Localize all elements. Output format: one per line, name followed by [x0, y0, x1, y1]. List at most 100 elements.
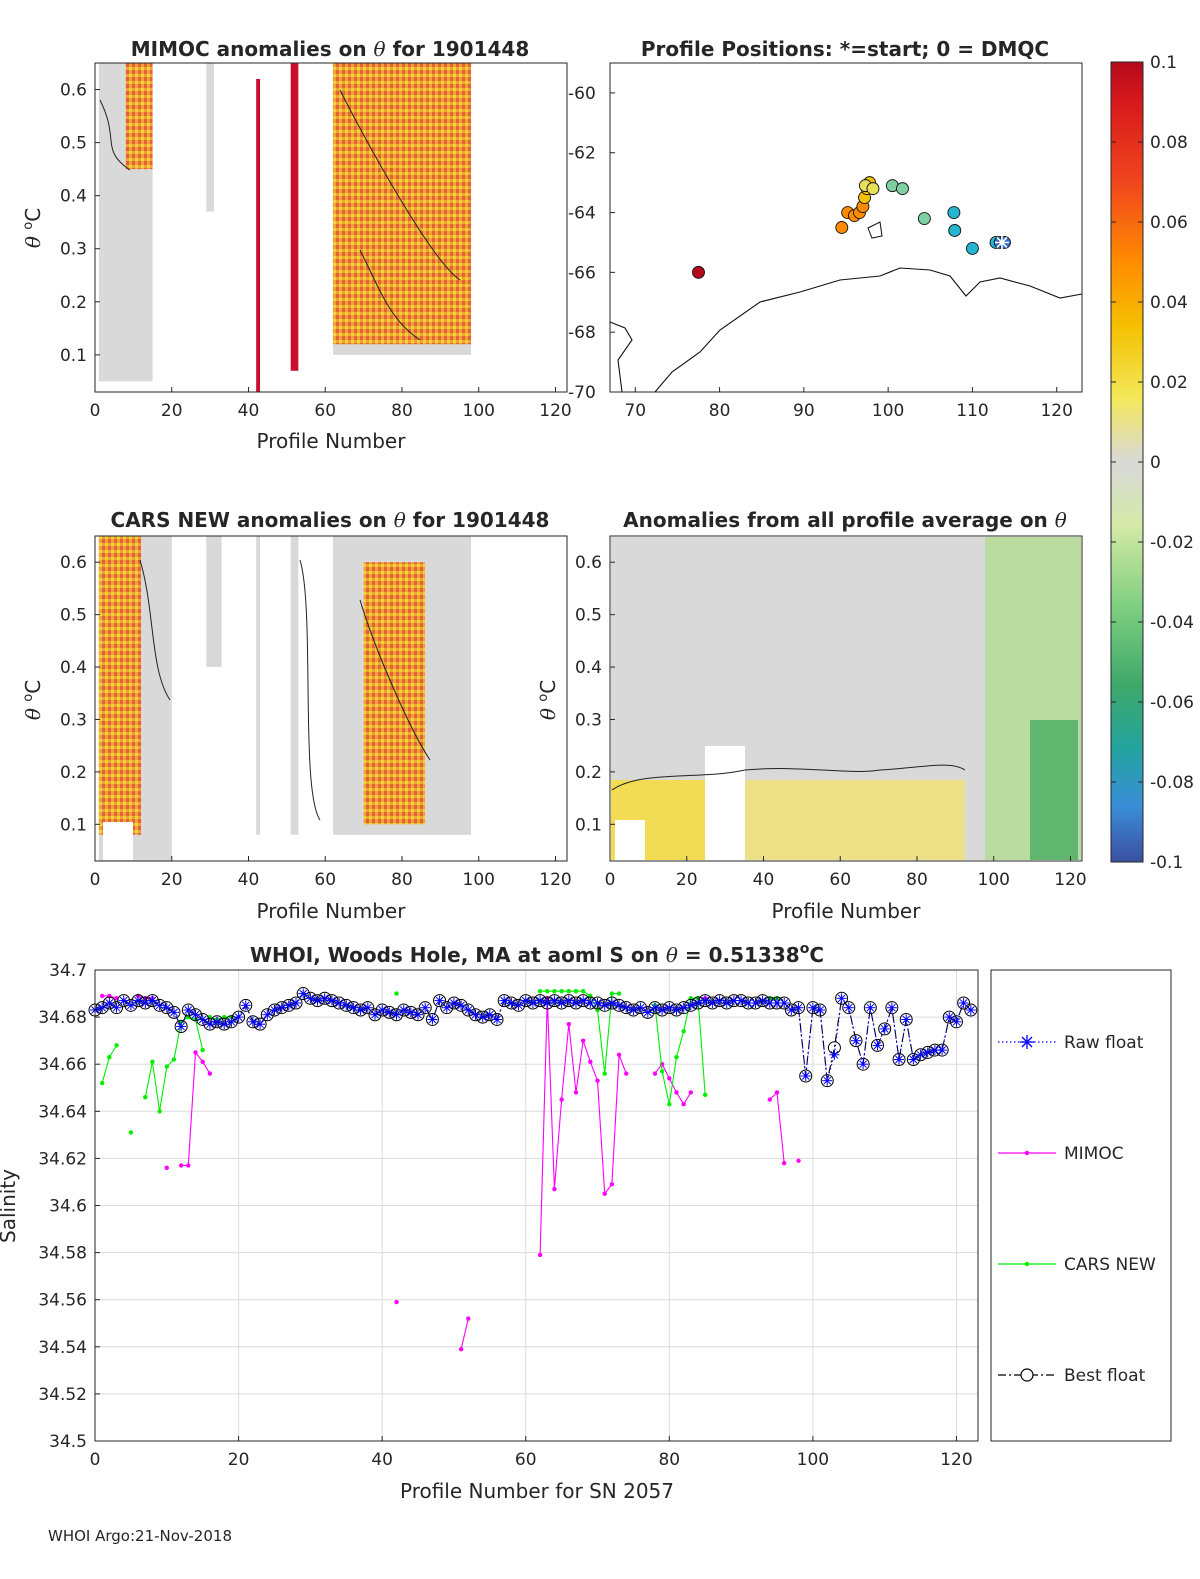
best-float-point	[232, 1010, 246, 1024]
raw-float-point	[592, 998, 603, 1008]
profile-average-warm-band	[745, 780, 965, 860]
raw-float-point-stroke	[902, 1015, 911, 1024]
cars-new-point	[394, 991, 399, 996]
raw-float-point	[535, 995, 546, 1006]
best-float-point	[892, 1052, 906, 1066]
salinity-ytick-label: 34.7	[49, 961, 87, 981]
legend-raw-float: Raw float	[998, 1033, 1144, 1053]
raw-float-point-stroke	[127, 1001, 135, 1010]
salinity-ytick-label: 34.62	[38, 1149, 87, 1169]
raw-float-point	[240, 1000, 251, 1011]
cars-ylabel: θ oC	[21, 680, 45, 720]
colorbar: 0.1 0.08 0.06 0.04 0.02 0 -0.02 -0.04 -0.06 -0.08…	[1110, 53, 1194, 873]
raw-float-point-stroke	[198, 1015, 207, 1024]
raw-float-point	[477, 1012, 488, 1023]
profile-position-marker	[692, 265, 705, 279]
cars-new-point	[143, 1094, 148, 1100]
best-float-point	[540, 996, 554, 1010]
salinity-ytick-label: 34.5	[49, 1432, 87, 1452]
cars-xtick-label: 0	[90, 870, 101, 890]
best-float-point	[899, 1012, 913, 1026]
best-float-point	[526, 996, 540, 1010]
raw-float-point-stroke	[342, 1001, 351, 1010]
best-float-point	[504, 996, 518, 1010]
raw-float-point	[219, 1019, 230, 1030]
legend-cars-label: CARS NEW	[1064, 1255, 1156, 1275]
best-float-point	[95, 1001, 109, 1015]
best-float-point	[239, 998, 253, 1012]
cars-ytick-label: 0.2	[60, 763, 87, 783]
legend-box	[990, 969, 1172, 1442]
best-float-point	[397, 1003, 411, 1017]
cars-gap-block	[103, 822, 133, 860]
best-float-point	[576, 994, 590, 1008]
raw-float-point-stroke	[744, 999, 753, 1007]
best-float-point	[382, 1005, 396, 1019]
raw-float-point	[384, 1007, 395, 1018]
raw-float-point-stroke	[385, 1008, 394, 1017]
salinity-xtick-label: 120	[940, 1450, 972, 1470]
best-float-point	[856, 1057, 870, 1071]
raw-float-point-stroke	[794, 1003, 803, 1012]
mimoc-xtick-label: 120	[539, 401, 571, 421]
salinity-ytick-label: 34.6	[49, 1197, 87, 1217]
raw-float-point	[865, 1002, 876, 1013]
profile-average-gap-block	[615, 820, 645, 860]
cars-xlabel: Profile Number	[257, 899, 407, 923]
best-float-point	[820, 1074, 834, 1088]
best-float-point	[418, 1001, 432, 1015]
raw-float-point	[700, 995, 711, 1006]
raw-float-point	[693, 998, 703, 1008]
raw-float-point	[190, 1009, 201, 1020]
raw-float-point	[736, 995, 747, 1006]
best-float-point	[253, 1017, 267, 1031]
raw-float-point	[657, 1005, 668, 1015]
raw-float-point	[499, 995, 510, 1006]
colorbar-tick-label: 0.02	[1150, 373, 1188, 393]
raw-float-point-stroke	[155, 1001, 164, 1010]
mimoc-xtick-label: 60	[314, 401, 336, 421]
profile-average-ytick-label: 0.4	[575, 658, 602, 678]
best-float-point	[167, 1005, 181, 1019]
best-float-point	[203, 1017, 217, 1031]
raw-float-point-stroke	[414, 1010, 422, 1019]
legend-raw-label: Raw float	[1064, 1033, 1144, 1053]
best-float-point	[267, 1003, 281, 1017]
profile-average-ytick-label: 0.1	[575, 815, 602, 835]
best-float-point	[720, 996, 734, 1010]
mimoc-point	[667, 1076, 672, 1081]
raw-float-point-stroke	[320, 994, 329, 1003]
best-float-point	[411, 1008, 425, 1022]
mimoc-axes-frame	[94, 62, 568, 393]
raw-float-point	[147, 995, 158, 1006]
colorbar-tick-label: 0.08	[1150, 133, 1188, 153]
best-float-point	[914, 1048, 928, 1062]
mimoc-ytick-label: 0.4	[60, 187, 87, 207]
salinity-xtick-label: 60	[515, 1450, 537, 1470]
best-float-point	[691, 996, 705, 1010]
raw-float-point-stroke	[823, 1076, 832, 1085]
best-float-point	[153, 998, 167, 1012]
raw-float-point-stroke	[241, 1001, 250, 1010]
raw-float-point	[197, 1014, 208, 1025]
raw-float-point-stroke	[859, 1060, 867, 1069]
raw-float-point	[958, 998, 969, 1008]
best-float-point	[181, 1003, 195, 1017]
colorbar-tick-label: 0.06	[1150, 213, 1188, 233]
mimoc-point	[164, 1165, 169, 1171]
profile-average-axes-frame	[609, 535, 1083, 862]
best-float-point	[612, 998, 626, 1012]
raw-float-point-stroke	[335, 999, 343, 1007]
mimoc-point	[394, 1299, 399, 1305]
raw-float-point-stroke	[837, 994, 846, 1003]
best-float-point	[490, 1012, 504, 1026]
raw-float-point	[944, 1012, 955, 1023]
raw-float-point-stroke	[636, 1003, 645, 1012]
profile-average-gap-block	[705, 746, 745, 860]
raw-float-point	[492, 1014, 502, 1025]
cars-new-point	[681, 1029, 686, 1034]
best-float-point	[533, 994, 547, 1008]
best-float-point	[145, 994, 159, 1008]
best-float-point	[102, 996, 116, 1010]
raw-float-point	[305, 993, 316, 1004]
